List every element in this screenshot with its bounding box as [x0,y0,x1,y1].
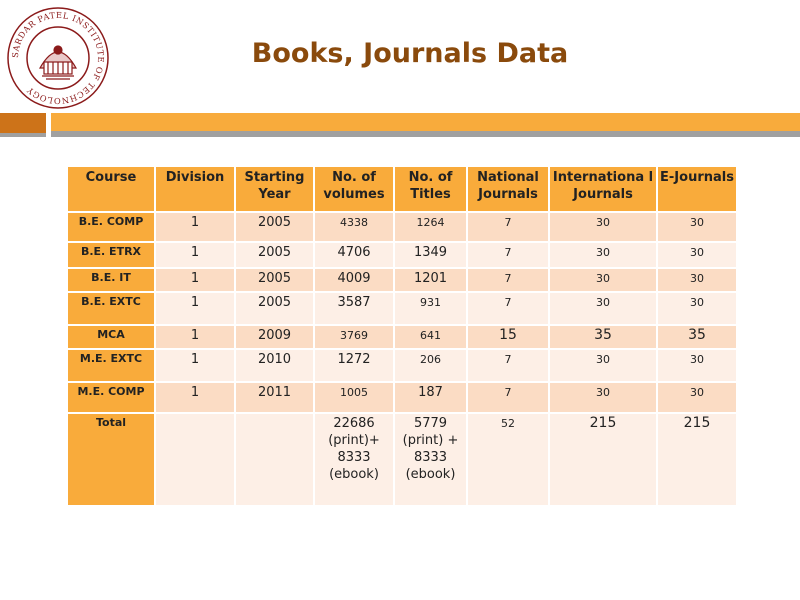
national-cell: 7 [466,381,550,414]
volumes-cell: 1272 [313,348,395,383]
course-cell: B.E. ETRX [66,241,156,269]
slide-title: Books, Journals Data [251,38,569,69]
header-division: Division [154,165,236,213]
total-titles-cell: 5779 (print) + 8333 (ebook) [393,412,468,507]
total-titles-line: (ebook) [405,467,456,482]
division-cell: 1 [154,324,236,350]
total-year-cell [234,412,315,507]
titles-cell: 187 [393,381,468,414]
year-cell: 2010 [234,348,315,383]
header-band [0,113,800,133]
table-row: B.E. IT 1 2005 4009 1201 7 30 30 [66,267,738,293]
ejournals-cell: 30 [656,241,738,269]
emblem-icon [38,45,78,80]
course-cell: B.E. EXTC [66,291,156,326]
total-volumes-line: 22686 [333,416,375,431]
table-header-row: Course Division Starting Year No. of vol… [66,165,738,213]
year-cell: 2005 [234,291,315,326]
division-cell: 1 [154,381,236,414]
total-ejournals-cell: 215 [656,412,738,507]
total-national-cell: 52 [466,412,550,507]
volumes-cell: 3769 [313,324,395,350]
header-band-shadow [0,131,800,137]
total-volumes-line: (ebook) [329,467,379,482]
national-cell: 7 [466,211,550,243]
division-cell: 1 [154,241,236,269]
division-cell: 1 [154,267,236,293]
titles-cell: 641 [393,324,468,350]
ejournals-cell: 35 [656,324,738,350]
table-row: B.E. EXTC 1 2005 3587 931 7 30 30 [66,291,738,326]
volumes-cell: 4338 [313,211,395,243]
header-titles: No. of Titles [393,165,468,213]
ejournals-cell: 30 [656,211,738,243]
table-row: M.E. EXTC 1 2010 1272 206 7 30 30 [66,348,738,383]
volumes-cell: 4706 [313,241,395,269]
titles-cell: 1201 [393,267,468,293]
international-cell: 30 [548,241,658,269]
table-total-row: Total 22686 (print)+ 8333 (ebook) 5779 (… [66,412,738,507]
total-volumes-line: 8333 [337,450,371,465]
year-cell: 2005 [234,267,315,293]
header-national-journals: National Journals [466,165,550,213]
institute-logo: SARDAR PATEL INSTITUTE OF TECHNOLOGY [7,7,109,109]
total-division-cell [154,412,236,507]
total-volumes-line: (print)+ [328,433,380,448]
course-cell: M.E. COMP [66,381,156,414]
books-journals-table: Course Division Starting Year No. of vol… [66,165,738,507]
header-starting-year: Starting Year [234,165,315,213]
table-row: MCA 1 2009 3769 641 15 35 35 [66,324,738,350]
total-titles-line: 8333 [413,450,448,465]
total-label-cell: Total [66,412,156,507]
division-cell: 1 [154,211,236,243]
course-cell: MCA [66,324,156,350]
header-band-gap [46,113,51,137]
international-cell: 35 [548,324,658,350]
international-cell: 30 [548,348,658,383]
ejournals-cell: 30 [656,267,738,293]
course-cell: M.E. EXTC [66,348,156,383]
header-e-journals: E-Journals [656,165,738,213]
header-volumes: No. of volumes [313,165,395,213]
national-cell: 7 [466,267,550,293]
volumes-cell: 1005 [313,381,395,414]
table-row: B.E. COMP 1 2005 4338 1264 7 30 30 [66,211,738,243]
titles-cell: 206 [393,348,468,383]
international-cell: 30 [548,211,658,243]
volumes-cell: 3587 [313,291,395,326]
course-cell: B.E. IT [66,267,156,293]
national-cell: 7 [466,241,550,269]
ejournals-cell: 30 [656,291,738,326]
international-cell: 30 [548,381,658,414]
international-cell: 30 [548,267,658,293]
titles-cell: 1349 [393,241,468,269]
header-international-journals: Internationa l Journals [548,165,658,213]
year-cell: 2009 [234,324,315,350]
volumes-cell: 4009 [313,267,395,293]
total-international-cell: 215 [548,412,658,507]
ejournals-cell: 30 [656,348,738,383]
total-titles-line: 5779 [413,416,448,431]
year-cell: 2011 [234,381,315,414]
year-cell: 2005 [234,211,315,243]
year-cell: 2005 [234,241,315,269]
national-cell: 7 [466,291,550,326]
titles-cell: 931 [393,291,468,326]
national-cell: 15 [466,324,550,350]
total-volumes-cell: 22686 (print)+ 8333 (ebook) [313,412,395,507]
table-row: M.E. COMP 1 2011 1005 187 7 30 30 [66,381,738,414]
header-band-accent [0,113,46,133]
table-row: B.E. ETRX 1 2005 4706 1349 7 30 30 [66,241,738,269]
division-cell: 1 [154,348,236,383]
division-cell: 1 [154,291,236,326]
ejournals-cell: 30 [656,381,738,414]
total-titles-line: (print) + [402,433,459,448]
header-course: Course [66,165,156,213]
national-cell: 7 [466,348,550,383]
international-cell: 30 [548,291,658,326]
course-cell: B.E. COMP [66,211,156,243]
titles-cell: 1264 [393,211,468,243]
